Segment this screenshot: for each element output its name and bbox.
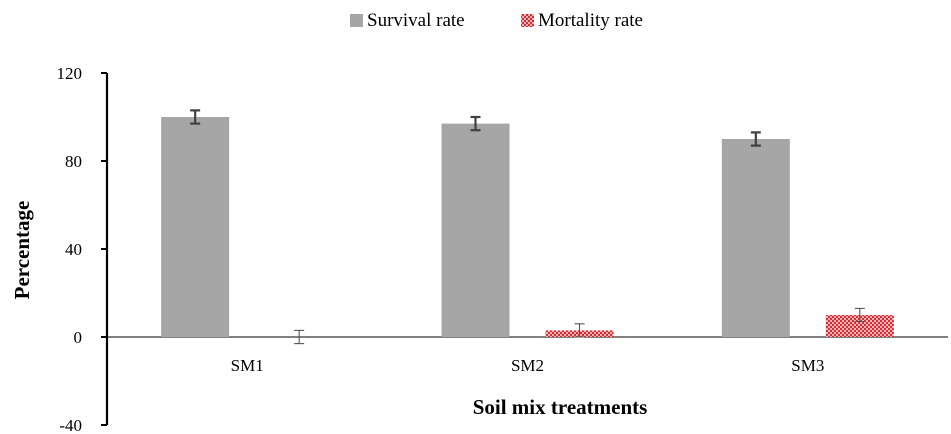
- bar-survival-rate-sm3: [721, 139, 790, 337]
- y-tick-label: 40: [65, 240, 82, 259]
- legend-swatch-survival-rate: [350, 14, 363, 27]
- error-bar-survival-rate-sm1: [190, 109, 201, 125]
- error-bar-mortality-rate-sm3: [854, 307, 865, 323]
- legend-swatch-mortality-rate: [521, 14, 534, 27]
- x-tick-labels: SM1 SM2 SM3: [231, 356, 825, 375]
- bar-survival-rate-sm2: [441, 123, 510, 337]
- error-bars: [190, 109, 865, 345]
- x-tick-label-sm3: SM3: [791, 356, 824, 375]
- y-tick-label: 120: [57, 64, 83, 83]
- legend-label-survival-rate: Survival rate: [367, 10, 465, 31]
- x-axis-title: Soil mix treatments: [473, 395, 648, 419]
- x-tick-label-sm2: SM2: [511, 356, 544, 375]
- bars: [161, 117, 894, 337]
- bar-survival-rate-sm1: [161, 117, 230, 337]
- error-bar-mortality-rate-sm1: [294, 329, 305, 345]
- bar-mortality-rate-sm3: [825, 315, 894, 337]
- y-tick-label: 80: [65, 152, 82, 171]
- legend: Survival rate Mortality rate: [350, 10, 643, 31]
- y-tick-label: -40: [59, 416, 82, 434]
- legend-label-mortality-rate: Mortality rate: [538, 10, 643, 31]
- y-tick-labels: -40 0 40 80 120: [57, 64, 83, 434]
- x-tick-label-sm1: SM1: [231, 356, 264, 375]
- error-bar-mortality-rate-sm2: [574, 323, 585, 338]
- y-axis-title: Percentage: [10, 201, 34, 300]
- y-axis: [101, 72, 109, 426]
- error-bar-survival-rate-sm2: [470, 115, 481, 132]
- y-tick-label: 0: [74, 328, 83, 347]
- error-bar-survival-rate-sm3: [750, 131, 761, 147]
